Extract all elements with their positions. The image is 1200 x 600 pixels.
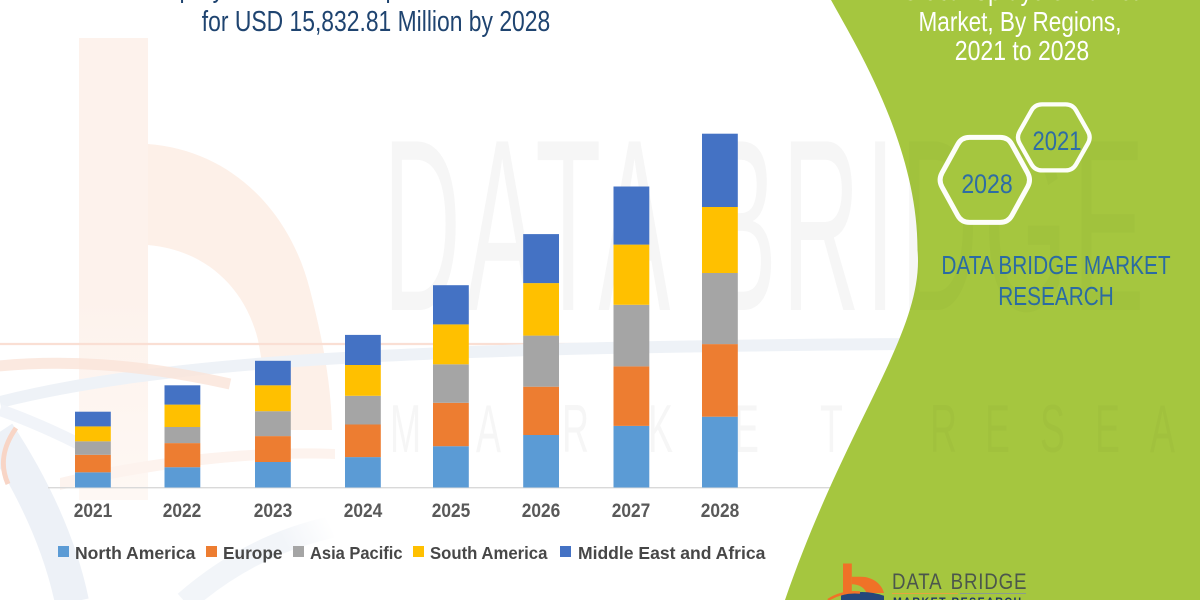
svg-text:S: S (1040, 390, 1065, 467)
svg-text:E: E (1095, 390, 1120, 467)
svg-text:E: E (985, 390, 1010, 467)
svg-text:K: K (648, 390, 673, 467)
svg-text:A: A (476, 390, 501, 467)
svg-text:R: R (562, 390, 589, 467)
svg-text:R: R (930, 390, 957, 467)
svg-text:E: E (734, 390, 759, 467)
svg-text:M: M (390, 390, 421, 467)
svg-text:T: T (820, 390, 843, 467)
svg-text:A: A (1150, 390, 1175, 467)
